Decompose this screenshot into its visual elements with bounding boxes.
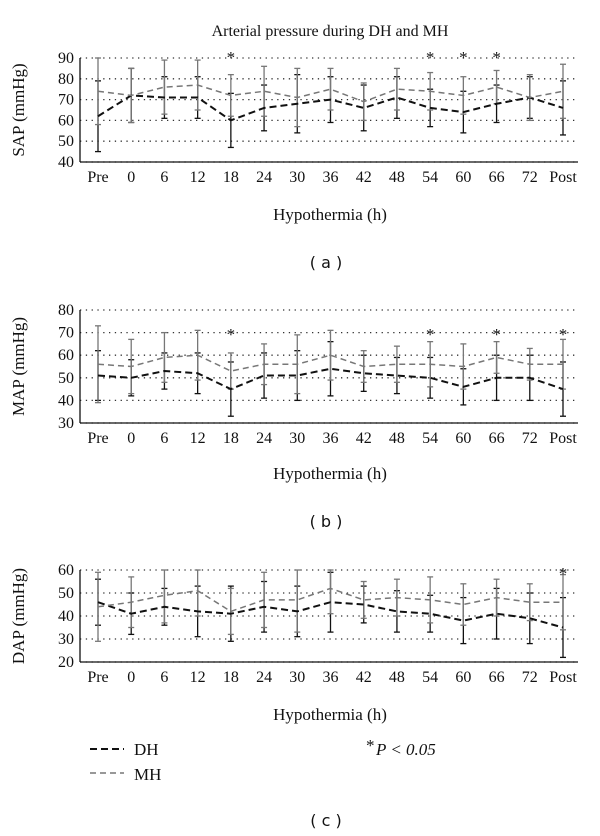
sap-panel: 40 50 60 70 80 90 Pre 0 6 12 18 24 30 36 42 48 54 60 66 72 P… (9, 48, 578, 272)
y-tick-label: 80 (58, 71, 74, 88)
significance-star: * (426, 48, 435, 67)
x-tick-label: 0 (127, 169, 135, 186)
x-tick-label: 42 (356, 669, 372, 686)
x-tick-label: 6 (160, 169, 168, 186)
x-tick-label: 30 (289, 169, 305, 186)
x-tick-label: 24 (256, 430, 272, 447)
y-axis-label: MAP (mmHg) (9, 317, 28, 416)
x-tick-label: 72 (522, 669, 538, 686)
y-tick-label: 70 (58, 325, 74, 342)
x-tick-label: 36 (323, 669, 339, 686)
legend: DH MH * P < 0.05 (90, 736, 436, 784)
significance-star: * (559, 564, 568, 583)
x-tick-label: 72 (522, 169, 538, 186)
y-tick-label: 70 (58, 92, 74, 109)
panel-label: ( c ) (310, 811, 341, 830)
legend-significance-star: * (366, 736, 375, 755)
y-tick-label: 50 (58, 585, 74, 602)
significance-star: * (492, 325, 501, 344)
y-axis-label: SAP (mmHg) (9, 63, 28, 156)
x-tick-label: 30 (289, 669, 305, 686)
significance-star: * (459, 48, 468, 67)
panel-label: ( a ) (310, 253, 342, 272)
x-tick-label: 60 (455, 169, 471, 186)
x-tick-label: 12 (190, 430, 206, 447)
significance-star: * (227, 325, 236, 344)
x-tick-label: 0 (127, 430, 135, 447)
x-tick-label: 54 (422, 430, 438, 447)
x-tick-label: Post (549, 430, 577, 447)
series-line-dh (97, 94, 564, 122)
x-tick-label: 18 (223, 169, 239, 186)
x-tick-label: 12 (190, 169, 206, 186)
x-tick-label: 72 (522, 430, 538, 447)
x-tick-label: 66 (489, 669, 505, 686)
x-tick-label: 60 (455, 669, 471, 686)
x-tick-label: 60 (455, 430, 471, 447)
series-line-dh (97, 367, 564, 391)
x-tick-label: 66 (489, 430, 505, 447)
significance-star: * (426, 325, 435, 344)
significance-star: * (559, 325, 568, 344)
significance-star: * (492, 48, 501, 67)
y-tick-label: 30 (58, 631, 74, 648)
x-tick-label: 24 (256, 169, 272, 186)
legend-significance-text: P < 0.05 (375, 740, 436, 759)
x-tick-label: 0 (127, 669, 135, 686)
x-tick-label: Post (549, 169, 577, 186)
y-tick-label: 50 (58, 133, 74, 150)
significance-star: * (227, 48, 236, 67)
x-tick-label: 36 (323, 169, 339, 186)
x-tick-label: 18 (223, 669, 239, 686)
series-line-dh (97, 601, 564, 629)
x-tick-label: 6 (160, 669, 168, 686)
y-tick-label: 30 (58, 415, 74, 432)
x-tick-label: Pre (87, 669, 108, 686)
legend-dh-label: DH (134, 740, 159, 759)
x-tick-label: 18 (223, 430, 239, 447)
y-tick-label: 40 (58, 608, 74, 625)
x-tick-label: 48 (389, 669, 405, 686)
x-tick-label: 66 (489, 169, 505, 186)
x-axis-label: Hypothermia (h) (273, 464, 387, 483)
x-tick-label: 36 (323, 430, 339, 447)
y-tick-label: 50 (58, 370, 74, 387)
dap-panel: 20 30 40 50 60 Pre 0 6 12 18 24 30 36 42 48 54 60 66 72 Pos… (9, 562, 578, 830)
x-tick-label: Pre (87, 169, 108, 186)
x-tick-label: 42 (356, 169, 372, 186)
x-tick-label: 48 (389, 169, 405, 186)
y-tick-label: 60 (58, 347, 74, 364)
x-axis-label: Hypothermia (h) (273, 205, 387, 224)
map-panel: 30 40 50 60 70 80 Pre 0 6 12 18 24 30 36 42 48 54 60 66 72 P… (9, 302, 578, 531)
x-axis-label: Hypothermia (h) (273, 705, 387, 724)
y-tick-label: 40 (58, 154, 74, 171)
figure-title: Arterial pressure during DH and MH (212, 23, 449, 40)
series-line-mh (97, 587, 563, 613)
y-tick-label: 80 (58, 302, 74, 319)
x-tick-label: 24 (256, 669, 272, 686)
x-tick-label: 30 (289, 430, 305, 447)
x-tick-label: 48 (389, 430, 405, 447)
x-tick-label: Post (549, 669, 577, 686)
x-tick-label: 54 (422, 169, 438, 186)
y-axis-label: DAP (mmHg) (9, 568, 28, 664)
legend-mh-label: MH (134, 765, 161, 784)
x-tick-label: Pre (87, 430, 108, 447)
x-tick-label: 12 (190, 669, 206, 686)
x-tick-label: 6 (160, 430, 168, 447)
y-tick-label: 60 (58, 562, 74, 579)
y-tick-label: 20 (58, 654, 74, 671)
x-tick-label: 54 (422, 669, 438, 686)
y-tick-label: 90 (58, 50, 74, 67)
panel-label: ( b ) (310, 512, 343, 531)
x-tick-label: 42 (356, 430, 372, 447)
y-tick-label: 60 (58, 112, 74, 129)
y-tick-label: 40 (58, 392, 74, 409)
